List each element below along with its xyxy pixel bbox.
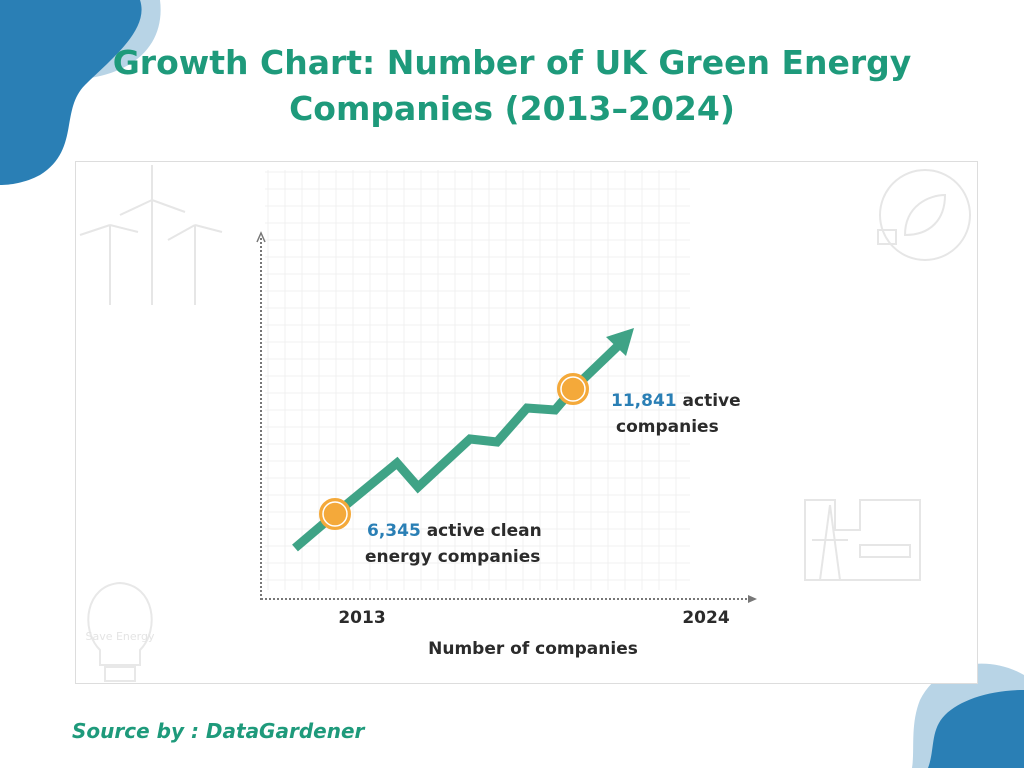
save-energy-bulb-icon: Save Energy bbox=[85, 581, 155, 682]
bottom-right-blob bbox=[928, 690, 1024, 768]
data-point-ring bbox=[560, 376, 586, 402]
data-point-marker-2024 bbox=[557, 373, 589, 405]
chart-panel bbox=[75, 161, 978, 684]
y-axis bbox=[256, 231, 266, 600]
eco-plug-icon bbox=[877, 169, 971, 261]
data-point-marker-2013 bbox=[319, 498, 351, 530]
title-line-1: Growth Chart: Number of UK Green Energy bbox=[112, 43, 912, 82]
x-axis bbox=[261, 595, 757, 603]
x-tick-label: 2013 bbox=[338, 608, 385, 628]
power-plant-icon bbox=[804, 499, 921, 581]
chart-title: Growth Chart: Number of UK Green Energy … bbox=[0, 40, 1024, 132]
title-line-2: Companies (2013–2024) bbox=[289, 89, 735, 128]
data-point-ring bbox=[322, 501, 348, 527]
wind-turbine-icon bbox=[79, 165, 223, 305]
x-tick-label: 2024 bbox=[682, 608, 729, 628]
grid bbox=[265, 170, 690, 590]
source-credit: Source by : DataGardener bbox=[72, 719, 365, 743]
data-label-2024-line2: companies bbox=[616, 417, 719, 437]
top-left-blob bbox=[0, 0, 142, 185]
x-axis-label: Number of companies bbox=[428, 639, 638, 659]
data-label-2013-line2: energy companies bbox=[365, 547, 540, 567]
growth-line-series bbox=[292, 328, 634, 552]
watermark-text: Save Energy bbox=[85, 630, 154, 643]
data-label-number: 11,841 bbox=[611, 391, 677, 411]
arrow-head bbox=[606, 328, 634, 356]
data-label-number: 6,345 bbox=[367, 521, 421, 541]
data-label-text: active clean bbox=[421, 521, 542, 541]
data-label-2024: 11,841 active bbox=[611, 391, 741, 411]
data-label-2013: 6,345 active clean bbox=[367, 521, 542, 541]
data-label-text: active bbox=[677, 391, 741, 411]
